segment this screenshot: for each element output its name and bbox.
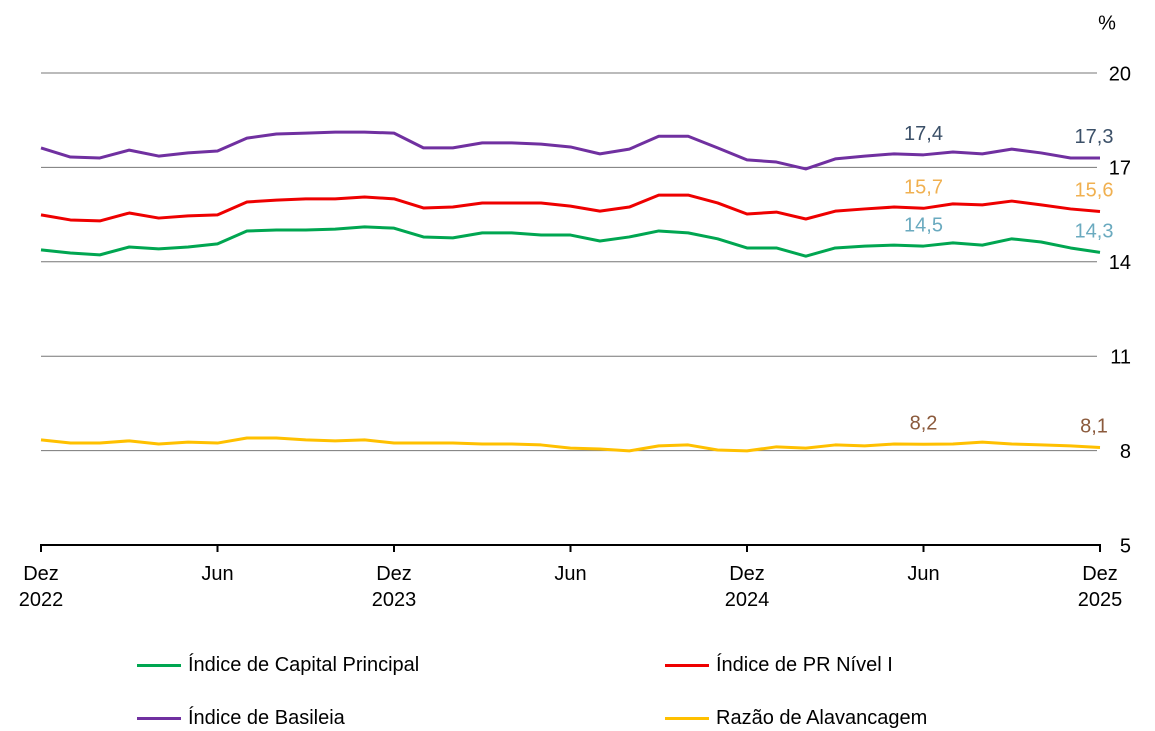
x-tick-label: Jun (201, 563, 234, 585)
x-tick-label: Dez 2024 (724, 563, 770, 611)
x-tick-label: Dez 2025 (1077, 563, 1123, 611)
data-label: 8,1 (1080, 416, 1108, 438)
legend-label: Razão de Alavancagem (716, 707, 928, 729)
legend-swatch (137, 664, 181, 667)
legend-item: Índice de Basileia (137, 707, 345, 730)
x-tick-label: Dez 2022 (18, 563, 64, 611)
series-line (40, 193, 1101, 223)
legend-swatch (665, 664, 709, 667)
legend-label: Índice de Basileia (188, 707, 345, 729)
data-label: 15,7 (904, 177, 943, 199)
legend-swatch (665, 717, 709, 720)
legend-swatch (137, 717, 181, 720)
y-tick-label: 20 (1109, 63, 1131, 85)
data-label: 17,3 (1075, 126, 1114, 148)
y-tick-label: 14 (1109, 252, 1131, 274)
x-tick-label: Dez 2023 (371, 563, 417, 611)
x-tick-label: Jun (907, 563, 940, 585)
series-line (40, 436, 1101, 453)
data-label: 15,6 (1075, 180, 1114, 202)
legend-item: Índice de PR Nível I (665, 654, 893, 677)
y-tick-label: 5 (1120, 535, 1131, 557)
y-tick-label: 17 (1109, 158, 1131, 180)
y-tick-label: 11 (1110, 346, 1131, 368)
data-label: 8,2 (910, 413, 938, 435)
legend-label: Índice de PR Nível I (716, 654, 893, 676)
series-line (40, 225, 1101, 258)
x-tick-label: Jun (554, 563, 587, 585)
y-tick-label: 8 (1120, 441, 1131, 463)
legend-label: Índice de Capital Principal (188, 654, 420, 676)
unit-label: % (1098, 12, 1116, 34)
series-line (40, 130, 1100, 171)
legend-item: Razão de Alavancagem (665, 707, 927, 730)
data-label: 17,4 (904, 123, 943, 145)
data-label: 14,5 (904, 214, 943, 236)
legend-item: Índice de Capital Principal (137, 654, 419, 677)
data-label: 14,3 (1075, 221, 1114, 243)
